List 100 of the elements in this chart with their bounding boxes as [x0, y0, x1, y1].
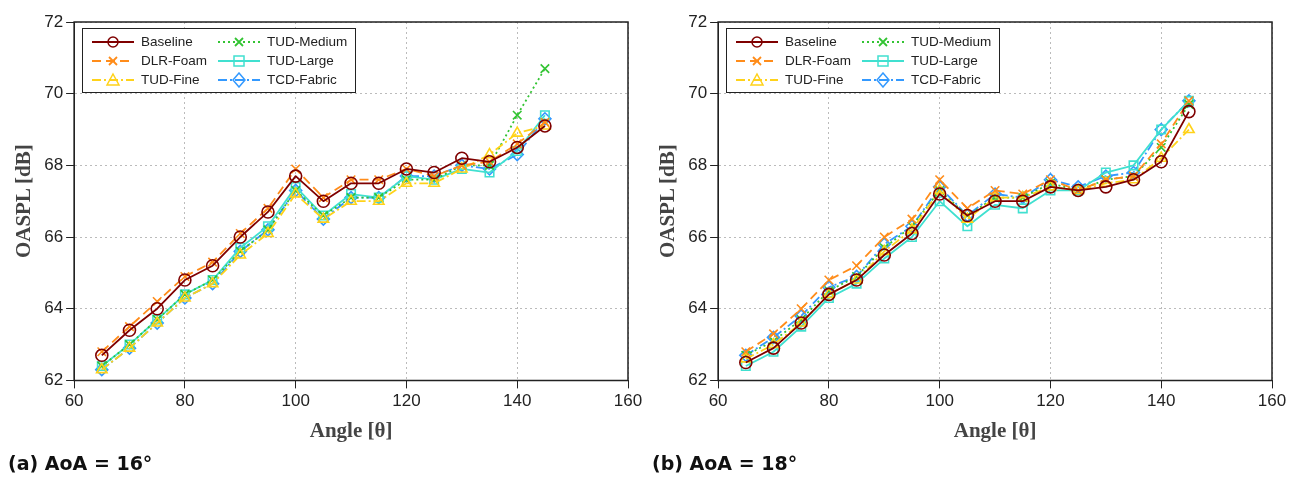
point	[346, 188, 357, 200]
point	[124, 321, 135, 332]
legend-label: TUD-Large	[911, 53, 978, 68]
point	[96, 346, 107, 357]
legend-label: TCD-Fabric	[911, 72, 981, 87]
point	[122, 323, 137, 338]
y-tick-label: 62	[44, 370, 64, 390]
point	[179, 271, 190, 282]
x-tick-label: 120	[1036, 391, 1065, 411]
x-tick-label: 80	[819, 391, 839, 411]
point	[95, 348, 109, 363]
y-tick-label: 66	[44, 226, 64, 246]
point	[235, 228, 246, 239]
point	[1183, 99, 1194, 110]
point	[316, 194, 331, 208]
x-tick-label: 120	[392, 391, 421, 411]
point	[427, 165, 441, 180]
y-tick-label: 66	[688, 226, 708, 246]
point	[484, 160, 495, 171]
legend-label: Baseline	[785, 34, 837, 49]
point	[207, 257, 218, 268]
point	[823, 275, 834, 286]
point	[932, 187, 947, 201]
point	[1128, 160, 1139, 171]
point	[768, 328, 779, 339]
point	[150, 301, 164, 316]
point	[988, 194, 1002, 208]
point	[877, 248, 892, 262]
point	[1155, 151, 1168, 162]
legend-label: TUD-Medium	[267, 34, 348, 49]
legend-label: DLR-Foam	[785, 53, 852, 68]
point	[539, 110, 550, 121]
point	[288, 169, 303, 183]
point	[740, 346, 751, 357]
point	[235, 242, 246, 253]
point	[290, 181, 301, 192]
point	[990, 199, 1001, 210]
point	[483, 147, 496, 159]
point	[794, 309, 808, 323]
y-tick-label: 64	[44, 298, 64, 318]
point	[766, 330, 781, 345]
point	[510, 147, 525, 162]
point	[290, 163, 301, 174]
point	[511, 126, 524, 137]
x-tick-label: 60	[64, 391, 84, 411]
point	[455, 151, 469, 165]
x-tick-label: 160	[613, 391, 643, 411]
x-tick-label: 100	[925, 391, 954, 411]
point	[822, 280, 836, 295]
point	[262, 203, 274, 214]
y-tick-label: 72	[688, 11, 708, 31]
point	[482, 162, 497, 176]
point	[1156, 138, 1167, 149]
point	[261, 205, 275, 219]
point	[740, 361, 751, 372]
point	[510, 140, 525, 155]
point	[1126, 165, 1141, 180]
legend-label: TUD-Medium	[911, 34, 992, 49]
point	[1015, 194, 1030, 208]
point	[879, 232, 890, 243]
y-tick-label: 72	[44, 11, 64, 31]
y-tick-label: 70	[44, 83, 64, 103]
point	[539, 63, 550, 74]
point	[371, 176, 386, 191]
point	[318, 192, 329, 203]
point	[934, 196, 945, 207]
point	[906, 214, 918, 225]
y-axis-title: OASPL [dB]	[11, 144, 36, 259]
point	[152, 296, 163, 307]
text: (a) AoA = 16°	[8, 452, 154, 474]
point	[1182, 104, 1196, 119]
x-tick-label: 60	[708, 391, 728, 411]
point	[205, 258, 220, 273]
point	[512, 138, 523, 149]
y-tick-label: 64	[688, 298, 708, 318]
point	[512, 110, 523, 121]
point	[962, 221, 973, 232]
point	[1182, 122, 1195, 134]
y-tick-label: 62	[688, 370, 708, 390]
point	[1156, 142, 1167, 153]
point	[344, 176, 358, 191]
point	[1017, 203, 1028, 214]
point	[796, 303, 807, 314]
point	[766, 341, 781, 355]
point	[1045, 185, 1056, 196]
point	[178, 273, 192, 287]
point	[346, 174, 357, 185]
point	[1100, 167, 1111, 178]
x-tick-label: 140	[1147, 391, 1176, 411]
point	[1154, 154, 1169, 169]
point	[233, 230, 248, 244]
point	[768, 346, 779, 357]
point	[851, 260, 862, 271]
text: (b) AoA = 18°	[652, 452, 799, 474]
x-tick-label: 100	[281, 391, 310, 411]
point	[962, 203, 973, 214]
x-axis-title: Angle [θ]	[953, 417, 1037, 442]
y-tick-label: 68	[44, 155, 64, 175]
legend-label: TUD-Fine	[141, 72, 200, 87]
legend-label: TCD-Fabric	[267, 72, 337, 87]
